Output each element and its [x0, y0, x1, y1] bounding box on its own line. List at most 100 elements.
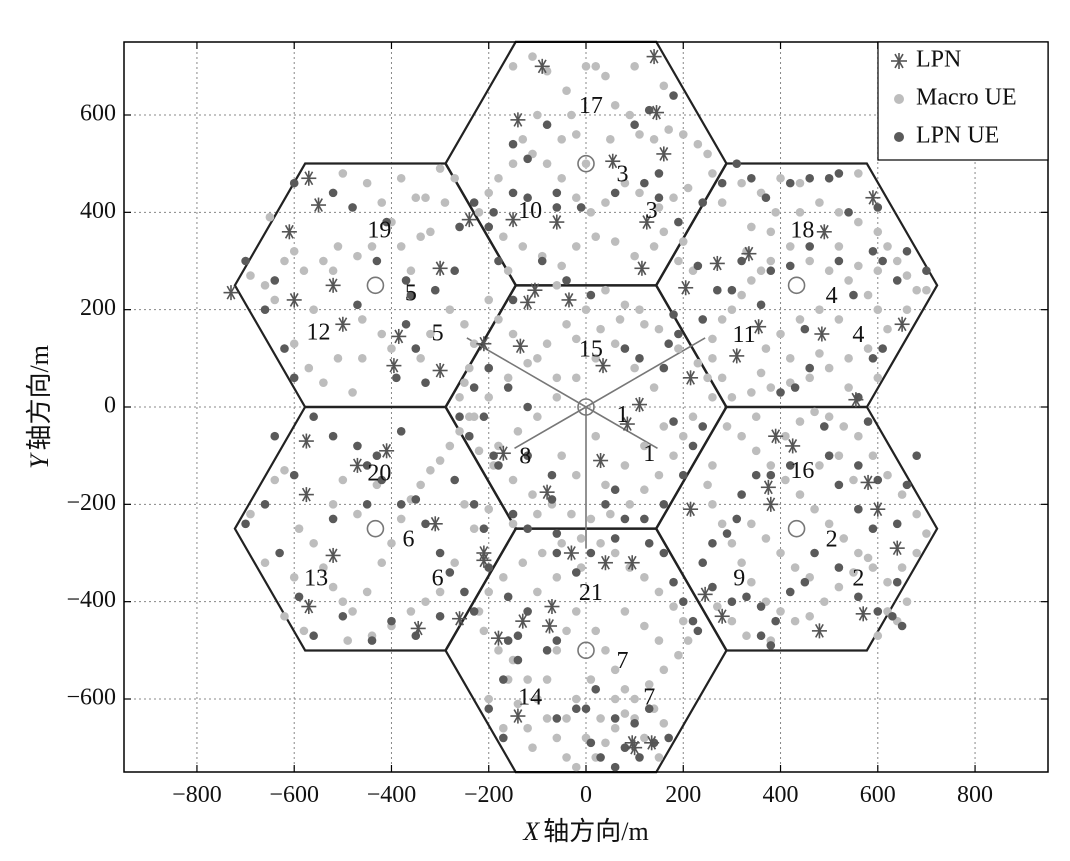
lpn-point-24 [476, 336, 492, 352]
macro-point-31 [445, 305, 455, 314]
lpnue-point-180 [610, 714, 620, 723]
macro-point-101 [654, 203, 664, 212]
lpnue-point-2 [348, 203, 357, 212]
lpnue-point-24 [523, 193, 532, 203]
lpnue-point-19 [537, 256, 547, 266]
lpnue-point-65 [790, 383, 800, 392]
lpnue-point-89 [708, 582, 717, 592]
lpnue-point-15 [430, 285, 440, 295]
lpn-point-69 [544, 599, 560, 615]
lpn-point-10 [505, 212, 521, 228]
lpnue-point-99 [873, 607, 883, 616]
macro-point-36 [455, 392, 464, 402]
macro-point-188 [659, 422, 669, 431]
macro-point-4 [289, 246, 299, 256]
lpnue-point-31 [654, 193, 664, 203]
macro-point-252 [771, 208, 780, 217]
lpnue-point-56 [868, 246, 878, 256]
macro-point-203 [873, 227, 883, 237]
lpnue-point-94 [785, 587, 795, 597]
lpnue-point-114 [377, 475, 387, 485]
macro-point-321 [630, 694, 639, 704]
lpn-point-35 [678, 280, 694, 296]
macro-point-228 [785, 242, 795, 251]
lpn-point-46 [860, 474, 876, 490]
lpnue-point-98 [854, 592, 863, 602]
macro-point-111 [494, 173, 503, 183]
macro-point-306 [815, 461, 824, 470]
macro-point-162 [508, 475, 518, 485]
macro-point-239 [795, 208, 805, 217]
macro-point-357 [654, 753, 664, 762]
lpnue-point-170 [571, 704, 581, 714]
lpnue-point-204 [659, 500, 669, 509]
lpnue-point-47 [834, 169, 844, 178]
macro-point-179 [552, 392, 562, 402]
legend-macro-ue-label: Macro UE [916, 85, 1017, 111]
macro-point-259 [810, 504, 819, 514]
lpnue-point-195 [664, 339, 673, 349]
macro-point-99 [683, 183, 693, 193]
macro-point-329 [640, 573, 649, 582]
lpn-point-62 [427, 516, 443, 532]
lpn-point-48 [763, 496, 779, 512]
macro-point-122 [649, 242, 659, 251]
macro-point-110 [508, 159, 518, 168]
macro-point-183 [557, 451, 566, 460]
macro-point-190 [630, 363, 639, 373]
macro-point-257 [781, 475, 790, 485]
lpnue-point-188 [659, 548, 669, 558]
lpnue-point-191 [693, 261, 703, 271]
lpnue-point-202 [669, 417, 678, 426]
lpnue-point-165 [503, 636, 513, 645]
lpn-point-68 [515, 613, 531, 629]
macro-point-265 [897, 563, 907, 572]
macro-point-319 [610, 723, 620, 733]
lpn-point-44 [768, 428, 784, 444]
x-tick-label-5: 200 [665, 782, 701, 808]
macro-point-314 [552, 733, 562, 743]
macro-point-114 [499, 232, 508, 241]
macro-point-93 [649, 135, 659, 144]
lpnue-point-30 [654, 169, 664, 178]
macro-point-243 [873, 266, 883, 276]
macro-point-241 [834, 242, 844, 251]
macro-point-368 [640, 621, 649, 631]
macro-point-157 [606, 509, 615, 519]
macro-point-68 [435, 587, 445, 597]
macro-point-102 [635, 188, 644, 198]
macro-point-217 [747, 388, 756, 397]
lpnue-point-17 [494, 256, 503, 266]
lpnue-point-26 [523, 154, 532, 164]
macro-point-73 [343, 636, 353, 645]
lpnue-point-95 [800, 577, 810, 587]
lpnue-point-166 [499, 675, 508, 684]
macro-point-32 [460, 319, 469, 329]
macro-point-10 [353, 251, 362, 261]
macro-point-67 [450, 558, 459, 568]
lpnue-point-154 [552, 529, 562, 538]
lpn-point-37 [729, 348, 745, 364]
macro-point-282 [727, 538, 737, 548]
lpn-point-2 [281, 224, 297, 240]
lpnue-point-199 [620, 344, 630, 353]
lpn-point-45 [785, 438, 801, 454]
legend-lpn-marker [891, 53, 907, 69]
lpnue-point-68 [878, 344, 887, 353]
cell-label-16: 16 [790, 458, 814, 484]
macro-point-106 [571, 193, 581, 203]
lpnue-point-64 [805, 363, 815, 373]
macro-point-279 [703, 480, 712, 490]
macro-point-25 [348, 388, 357, 397]
macro-point-159 [567, 509, 576, 519]
lpnue-point-122 [435, 611, 445, 621]
macro-point-166 [469, 412, 479, 422]
lpnue-point-66 [776, 388, 785, 397]
macro-point-80 [328, 500, 338, 509]
lpnue-point-201 [698, 422, 708, 431]
macro-point-154 [654, 470, 664, 480]
macro-point-121 [630, 251, 639, 261]
macro-point-181 [513, 427, 523, 436]
lpnue-point-85 [732, 514, 742, 524]
cell-label-19: 9 [733, 565, 745, 591]
